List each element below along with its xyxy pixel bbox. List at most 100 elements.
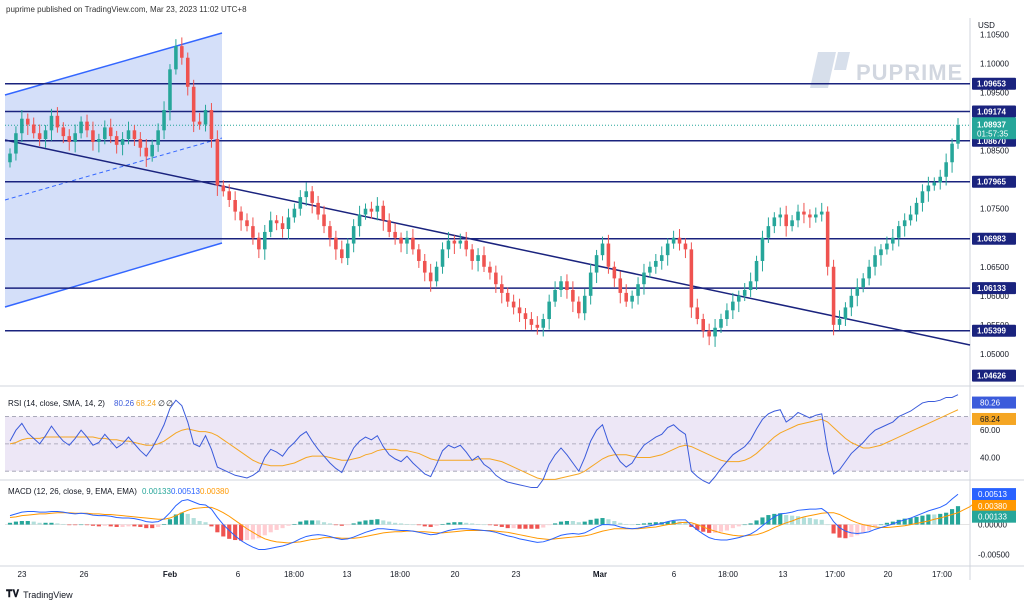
macd-histogram-bar [416,524,421,526]
candle-body [671,237,676,244]
macd-histogram-bar [274,524,279,530]
macd-histogram-bar [665,521,670,525]
price-tick-label: 1.10500 [980,31,1009,40]
tradingview-footer[interactable]: 𝐓𝐕 TradingView [6,589,73,600]
candle-body [37,133,42,140]
candle-body [446,240,451,250]
tradingview-brand: TradingView [23,589,73,600]
macd-tick-label: 0.00000 [978,521,1007,530]
macd-histogram-bar [191,518,196,525]
level-tag-label: 1.09653 [977,80,1006,89]
candle-body [517,307,522,314]
level-tag [972,369,1016,382]
macd-histogram-bar [321,522,327,525]
candle-body [855,287,860,296]
candle-body [345,243,350,259]
macd-histogram-bar [505,524,510,529]
candle-body [156,130,160,145]
candle-body [630,295,634,302]
current-price-tag [972,117,1016,140]
rsi-extra-2: ∅ [166,399,173,408]
macd-histogram-bar [837,524,842,538]
macd-histogram-bar [529,524,534,529]
macd-histogram-bar [156,524,161,527]
candle-body [707,330,711,337]
rsi-value: 80.26 [114,399,135,408]
macd-histogram-bar [79,524,84,526]
candle-body [322,214,326,227]
candle-body [132,130,137,140]
macd-histogram-bar [724,524,729,531]
candle-body [499,284,504,293]
rsi-tick-label: 60.00 [980,426,1001,435]
macd-histogram-bar [825,524,830,526]
candle-body [280,223,285,230]
macd-histogram-bar [849,524,854,538]
macd-histogram-bar [908,518,913,525]
macd-histogram-bar [831,524,836,534]
time-tick-label: 17:00 [825,570,846,579]
publish-caption: puprime published on TradingView.com, Ma… [6,5,247,14]
candle-body [577,301,581,314]
candle-body [778,214,783,218]
macd-histogram-bar [90,524,96,526]
macd-histogram-bar [209,524,214,527]
time-tick-label: 17:00 [932,570,953,579]
macd-histogram-bar [713,524,718,533]
time-tick-label: 23 [18,570,27,579]
candle-body [938,176,943,183]
candle-body [399,237,403,244]
macd-histogram-bar [641,523,647,525]
candle-body [73,133,77,142]
macd-histogram-bar [410,524,415,526]
macd-histogram-bar [61,523,66,525]
macd-histogram-bar [126,524,131,527]
macd-histogram-bar [790,515,795,525]
candle-body [174,46,178,70]
macd-hist-value: 0.00133 [142,487,171,496]
candle-body [713,327,717,337]
candle-body [310,191,314,203]
macd-histogram-bar [286,524,291,526]
candle-body [405,237,409,244]
macd-histogram-bar [387,521,392,525]
macd-histogram-bar [428,524,433,527]
macd-histogram-bar [316,520,321,525]
time-tick-label: 18:00 [718,570,739,579]
macd-histogram-bar [446,522,451,525]
macd-histogram-bar [393,522,398,525]
candle-body [766,226,771,238]
candle-body [239,211,243,221]
macd-histogram-bar [855,524,860,536]
candle-body [914,202,919,215]
candle-body [334,237,338,250]
macd-histogram-bar [813,519,818,525]
macd-histogram-bar [801,517,807,525]
macd-histogram-bar [570,521,575,525]
candle-body [67,136,72,142]
macd-histogram-bar [102,524,107,526]
level-tag [972,175,1016,188]
candle-body [304,191,309,198]
candle-body [8,153,12,163]
candle-body [381,205,386,221]
macd-histogram-bar [926,514,931,525]
macd-histogram-bar [878,524,884,526]
macd-histogram-bar [67,524,72,526]
candle-body [91,130,95,142]
candle-body [677,237,682,244]
candle-body [262,231,267,250]
candle-body [956,125,960,144]
macd-histogram-bar [434,524,439,526]
rsi-ma-value: 68.24 [136,399,157,408]
candle-body [802,211,806,215]
macd-histogram-bar [618,522,623,525]
macd-histogram-bar [653,522,658,525]
puprime-logo-mark [834,52,850,70]
time-tick-label: 6 [236,570,241,579]
macd-histogram-bar [138,524,143,527]
macd-histogram-bar [440,523,445,525]
level-tag-label: 1.06133 [977,284,1006,293]
level-tag-label: 1.04626 [977,372,1006,381]
